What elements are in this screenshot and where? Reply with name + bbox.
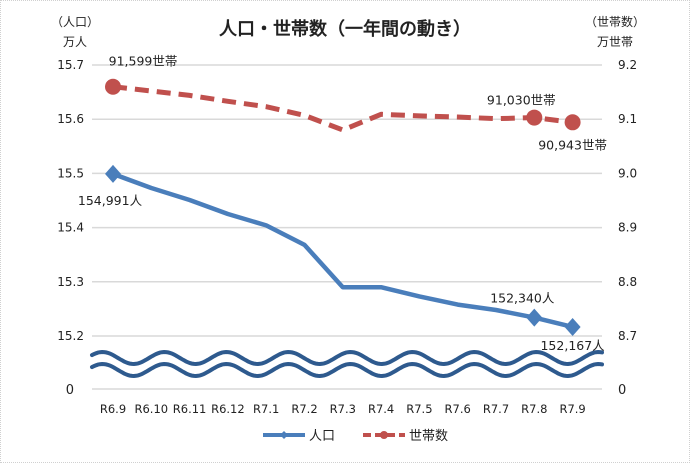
x-tick-label: R7.7 <box>483 402 509 416</box>
legend-marker <box>380 431 388 439</box>
legend-label: 世帯数 <box>409 429 448 444</box>
x-tick-label: R7.9 <box>559 402 585 416</box>
axis-break-wave <box>90 349 604 367</box>
x-tick-label: R6.11 <box>173 402 207 416</box>
x-tick-label: R7.1 <box>253 402 279 416</box>
x-tick-label: R7.3 <box>330 402 356 416</box>
data-marker <box>526 109 543 126</box>
x-tick-label: R6.10 <box>134 402 168 416</box>
x-tick-label: R7.4 <box>368 402 394 416</box>
x-tick-label: R7.6 <box>445 402 471 416</box>
right-tick-label: 8.7 <box>618 329 637 343</box>
x-tick-label: R7.5 <box>406 402 432 416</box>
data-label: 90,943世帯 <box>538 137 607 152</box>
x-tick-label: R6.12 <box>211 402 245 416</box>
left-tick-label: 15.3 <box>57 275 84 289</box>
data-label: 91,599世帯 <box>109 54 178 69</box>
series-line-population <box>112 171 574 330</box>
right-tick-label: 9.2 <box>618 58 637 72</box>
left-tick-label: 15.7 <box>57 58 84 72</box>
right-zero-label: 0 <box>618 383 626 398</box>
axis-break-wave <box>90 361 604 379</box>
data-label: 154,991人 <box>78 193 143 208</box>
left-tick-label: 15.5 <box>57 166 84 180</box>
right-tick-label: 8.8 <box>618 275 637 289</box>
left-tick-label: 15.6 <box>57 112 84 126</box>
left-axis-label-2: 万人 <box>63 35 87 49</box>
data-marker <box>105 164 121 183</box>
left-zero-label: 0 <box>66 383 74 398</box>
legend-marker <box>280 431 288 439</box>
data-marker <box>105 78 121 95</box>
right-axis-label-1: （世帯数） <box>585 14 645 29</box>
data-label: 91,030世帯 <box>487 93 556 108</box>
chart-title: 人口・世帯数（一年間の動き） <box>219 18 471 40</box>
data-label: 152,167人 <box>540 338 605 353</box>
data-marker <box>526 308 543 327</box>
left-axis-label-1: （人口） <box>51 15 99 29</box>
left-tick-label: 15.4 <box>57 221 84 235</box>
x-tick-label: R7.2 <box>291 402 317 416</box>
right-tick-label: 8.9 <box>618 221 637 235</box>
series-line-households <box>112 84 573 133</box>
x-tick-label: R6.9 <box>100 402 126 416</box>
data-marker <box>564 317 581 336</box>
left-tick-label: 15.2 <box>57 329 84 343</box>
legend-label: 人口 <box>309 429 335 444</box>
x-tick-label: R7.8 <box>521 402 547 416</box>
data-marker <box>564 114 581 131</box>
data-label: 152,340人 <box>490 291 555 306</box>
right-tick-label: 9.1 <box>618 112 637 126</box>
right-axis-label-2: 万世帯 <box>597 35 633 49</box>
right-tick-label: 9.0 <box>618 166 637 180</box>
